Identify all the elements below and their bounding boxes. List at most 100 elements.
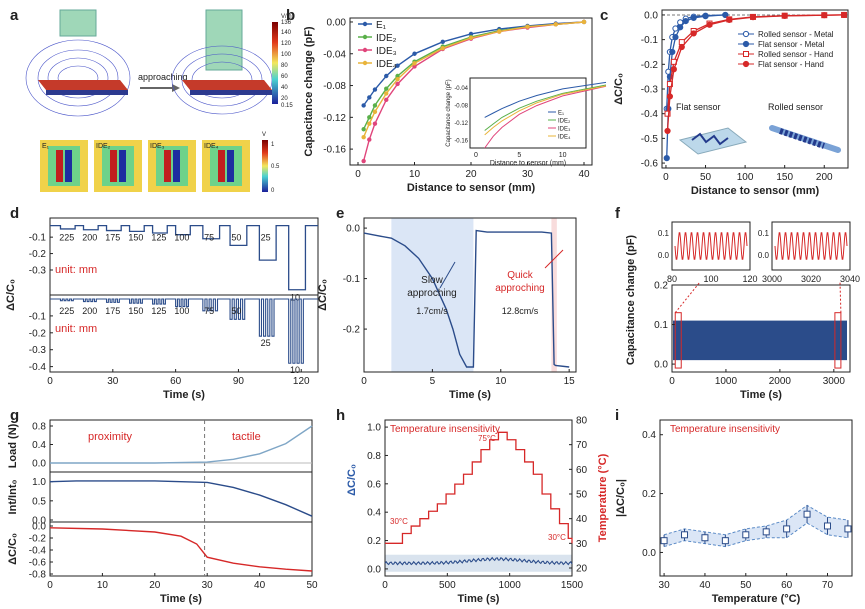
data-point: [821, 12, 828, 19]
y-tick-label: -0.3: [29, 266, 47, 277]
data-point: [702, 13, 709, 20]
data-point: [781, 12, 788, 20]
x-tick-label: 0: [47, 376, 53, 387]
panel-f-label: f: [615, 205, 621, 222]
y-tick-label: 60: [576, 465, 588, 476]
inset-y-label: Capacitance change (pF): [446, 79, 452, 146]
electrode-label: IDE₂: [96, 143, 111, 150]
quick-region: [551, 218, 557, 372]
legend-marker: [362, 21, 368, 27]
y-tick-label: 0.2: [367, 536, 381, 547]
x-axis-label: Time (s): [163, 389, 205, 401]
chart-i: 30 40 50 60 70 0.4 0.2 0.0 Temperature (°C) |ΔC/C…: [615, 419, 853, 605]
distance-label: 125: [151, 233, 166, 243]
x-axis-label: Temperature (°C): [712, 593, 801, 605]
x-axis-label: Time (s): [160, 593, 202, 605]
legend-label: Rolled sensor - Hand: [758, 50, 833, 59]
error-band: [664, 505, 848, 547]
distance-label: 10: [290, 365, 300, 375]
y-tick-label: -0.6: [641, 159, 659, 170]
y-tick-label: -0.4: [641, 109, 659, 120]
x-tick-label: 20: [465, 169, 477, 180]
y-tick-label: -0.4: [29, 362, 47, 373]
y-axis-label: ΔC/C₀: [613, 73, 625, 105]
data-point: [412, 64, 417, 69]
chart-g: 0 10 20 30 40 500.80.40.01.00.50.00.0-0.2-0.4…: [7, 419, 318, 605]
y-axis-label: ΔC/C₀: [346, 464, 358, 496]
tactile-label: tactile: [232, 431, 261, 443]
chart-b: 0 10 20 30 40 0.00 -0.04 -0.08 -0.12 -0.16 Distanc…: [303, 17, 607, 194]
colorbar-tick: 120: [281, 41, 292, 47]
data-point: [367, 115, 372, 120]
y-tick-label: 0.1: [654, 320, 668, 331]
data-point: [372, 121, 378, 126]
data-point: [372, 87, 378, 92]
data-point: [395, 76, 400, 82]
x-tick-label: 0: [355, 169, 361, 180]
electrode-field-inner: [210, 146, 242, 186]
y-tick-label: 0.8: [367, 451, 381, 462]
x-tick-label: 0: [382, 580, 388, 591]
colorbar-tick: 140: [281, 30, 292, 36]
panel-i-label: i: [615, 407, 619, 424]
colorbar-tick: 40: [281, 85, 288, 91]
x-tick-label: 2000: [769, 376, 792, 387]
y-tick-label: -0.04: [323, 49, 346, 60]
y-tick-label: -0.5: [641, 134, 659, 145]
zoom-inset-trace: [774, 232, 848, 260]
y-tick-label: 0.0: [32, 459, 46, 470]
legend-marker: [742, 60, 750, 68]
zoom-box-1: [674, 312, 682, 369]
data-point: [372, 109, 378, 114]
data-point: [367, 137, 372, 142]
axes-frame: [363, 217, 577, 373]
zoom-box-2: [834, 312, 842, 369]
data-point: [361, 134, 366, 140]
y-axis-label: ΔC/C₀: [7, 533, 19, 565]
y-tick-label: -0.3: [29, 345, 47, 356]
y-tick-label: 0.2: [642, 489, 656, 500]
data-point: [783, 525, 791, 533]
series-line-IDE₄: [362, 21, 585, 138]
electrode-label: IDE₄: [204, 143, 219, 150]
x-tick-label: 60: [781, 580, 793, 591]
legend-marker: [743, 51, 749, 57]
legend-marker: [362, 60, 368, 66]
data-point: [367, 121, 372, 126]
legend-marker: [742, 40, 750, 48]
data-point: [361, 103, 366, 108]
panel-d-label: d: [10, 205, 19, 222]
y-tick-label: 0.00: [327, 17, 347, 28]
unit-label-bottom: unit: mm: [55, 323, 97, 335]
y-tick-label: -0.16: [323, 145, 346, 156]
substrate-right: [190, 90, 272, 95]
quick-approach-label-2: approching: [495, 283, 544, 294]
chart-e: 0 5 10 15 0.0 -0.1 -0.2 Time (s) ΔC/C₀: [317, 217, 577, 401]
y-tick-label: 70: [576, 440, 588, 451]
data-point: [497, 29, 502, 34]
x-tick-label: 3000: [823, 376, 846, 387]
field-lines-left: [25, 39, 131, 117]
x-tick-label: 0: [361, 376, 367, 387]
y-tick-label: 20: [576, 564, 588, 575]
zoom-inset-x-tick: 3020: [801, 274, 821, 284]
distance-label: 175: [105, 306, 120, 316]
electrode-pos: [164, 150, 171, 182]
zoom-inset-x-tick: 100: [703, 274, 718, 284]
x-tick-label: 500: [439, 580, 456, 591]
y-tick-label: 80: [576, 416, 588, 427]
t30b-label: 30°C: [548, 533, 566, 542]
electrode-neg: [173, 150, 180, 182]
y-tick-label: 0.6: [367, 479, 381, 490]
load-trace: [50, 425, 313, 464]
chart-c: 0 50 100 150 200 0.0 -0.1 -0.2 -0.3 -0.4 -0.5 -0.6 D…: [613, 9, 849, 197]
y-tick-label: 0.2: [654, 281, 668, 292]
top-trace: [50, 224, 318, 291]
legend-marker: [362, 34, 368, 40]
zoom-inset-y-tick: 0.1: [758, 229, 770, 238]
distance-label: 225: [59, 233, 74, 243]
inset-line: [484, 85, 607, 149]
x-tick-label: 30: [107, 376, 119, 387]
legend-label: IDE₂: [376, 33, 397, 44]
